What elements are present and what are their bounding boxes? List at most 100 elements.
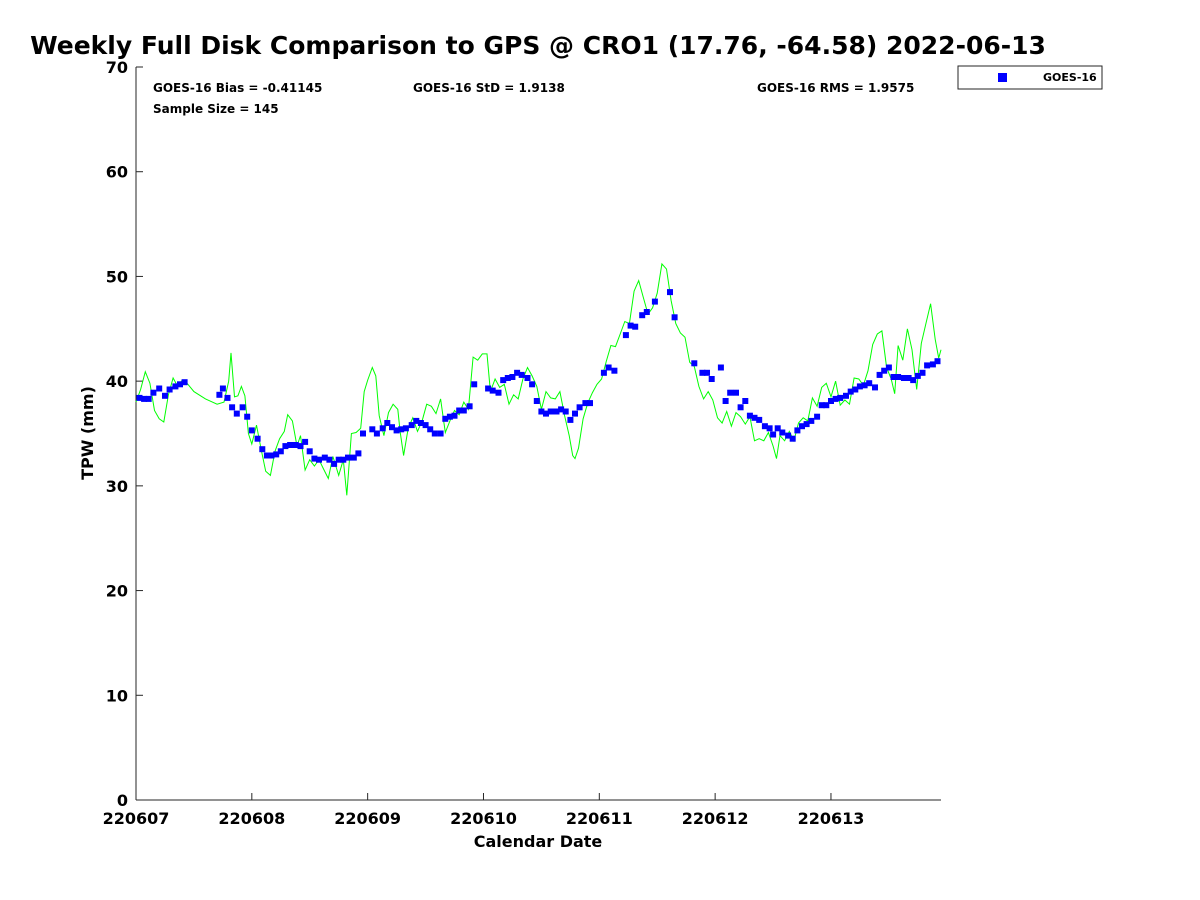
goes-16-point <box>818 402 825 409</box>
goes-16-point <box>872 384 878 391</box>
goes-16-point <box>866 380 873 387</box>
goes-16-point <box>651 298 658 305</box>
stat-bias: GOES-16 Bias = -0.41145 <box>153 81 322 95</box>
legend-box <box>957 65 1103 90</box>
goes-16-point <box>514 369 521 376</box>
goes-16-point <box>292 442 299 448</box>
goes-16-point <box>746 412 753 419</box>
goes-16-point <box>524 375 531 381</box>
goes-16-point <box>742 398 749 404</box>
goes-16-point <box>150 389 157 396</box>
goes-16-point <box>727 389 734 396</box>
goes-16-point <box>471 381 478 388</box>
x-tick-label: 220608 <box>218 809 285 828</box>
series-layer <box>135 262 942 496</box>
goes-16-point <box>136 394 143 401</box>
x-axis-label: Calendar Date <box>474 832 603 851</box>
goes-16-point <box>259 446 266 453</box>
goes-16-point <box>489 387 496 394</box>
goes-16-point <box>587 400 593 407</box>
goes-16-point <box>306 448 313 455</box>
goes-16-point <box>789 435 796 442</box>
goes-16-point <box>828 398 834 404</box>
stat-sample-size: Sample Size = 145 <box>153 102 279 116</box>
y-axis-ticks: 0 10 20 30 40 50 60 70 <box>106 58 143 810</box>
goes-16-point <box>611 367 618 374</box>
goes-16-point <box>302 438 309 445</box>
goes-16-point <box>398 426 405 433</box>
goes-16-point <box>622 332 629 339</box>
goes-16-point <box>402 425 409 432</box>
goes-16-point <box>248 427 255 434</box>
goes-16-point <box>437 430 444 437</box>
goes-16-point <box>456 407 463 414</box>
goes-16-point <box>600 369 607 376</box>
goes-16-point <box>335 456 342 463</box>
goes-16-point <box>282 443 289 450</box>
x-tick-label: 220610 <box>450 809 517 828</box>
goes-16-point <box>671 314 678 321</box>
goes-16-point <box>761 423 768 430</box>
goes-16-point <box>733 389 739 396</box>
goes-16-point <box>345 454 351 461</box>
goes-16-point <box>779 429 786 436</box>
goes-16-point <box>722 398 729 404</box>
x-tick-label: 220607 <box>103 809 170 828</box>
goes-16-point <box>924 362 931 369</box>
chart-title: Weekly Full Disk Comparison to GPS @ CRO… <box>30 31 1046 60</box>
goes-16-point <box>799 423 805 430</box>
goes-16-point <box>500 377 507 384</box>
goes-16-point <box>843 392 849 399</box>
y-tick-label: 50 <box>106 267 128 286</box>
goes-16-point <box>639 312 646 319</box>
goes-16-point <box>582 400 589 407</box>
x-axis-ticks: 220607 220608 220609 220610 220611 220612 2206… <box>103 793 864 828</box>
goes-16-point <box>373 430 380 437</box>
y-axis-label: TPW (mm) <box>78 386 97 480</box>
goes-16-point <box>141 395 148 402</box>
goes-16-point <box>239 404 246 411</box>
goes-16-point <box>667 289 673 296</box>
goes-16-point <box>852 386 859 393</box>
goes-16-point <box>451 412 458 419</box>
x-tick-label: 220611 <box>566 809 633 828</box>
stat-rms: GOES-16 RMS = 1.9575 <box>757 81 914 95</box>
goes-16-point <box>166 386 173 393</box>
goes-16-point <box>219 385 226 392</box>
goes-16-point <box>553 408 560 415</box>
goes-16-point <box>643 309 650 315</box>
goes-16-point <box>287 442 294 448</box>
goes-16-point <box>543 410 549 417</box>
legend: GOES-16 <box>957 65 1103 90</box>
goes-16-point <box>785 432 792 439</box>
y-tick-label: 10 <box>106 686 128 705</box>
goes-16-point <box>273 451 280 458</box>
goes-16-point <box>393 427 400 434</box>
goes-16-point <box>156 385 163 392</box>
y-tick-label: 60 <box>106 163 128 182</box>
goes-16-point <box>547 408 554 415</box>
goes-16-point <box>605 364 612 371</box>
goes-16-point <box>529 381 536 388</box>
goes-16-point <box>919 369 926 376</box>
goes-16-point <box>413 417 420 424</box>
goes-16-point <box>803 421 810 428</box>
goes-16-point <box>751 414 758 421</box>
legend-marker <box>998 73 1007 82</box>
goes-16-point <box>360 430 366 437</box>
goes-16-point <box>910 377 917 384</box>
goes-16-point <box>885 364 892 371</box>
goes-16-point <box>389 424 395 431</box>
goes-16-point <box>244 413 251 420</box>
goes-16-point <box>890 374 897 380</box>
goes-16-point <box>567 416 574 423</box>
goes-16-point <box>558 406 565 413</box>
goes-16-point <box>914 372 921 379</box>
goes-16-point <box>355 450 362 457</box>
goes-16-point <box>814 413 821 420</box>
goes-16-point <box>369 426 376 433</box>
goes-16-point <box>627 322 634 329</box>
goes-16-point <box>562 408 569 415</box>
goes-16-point <box>691 360 698 367</box>
goes-16-point <box>181 379 188 386</box>
